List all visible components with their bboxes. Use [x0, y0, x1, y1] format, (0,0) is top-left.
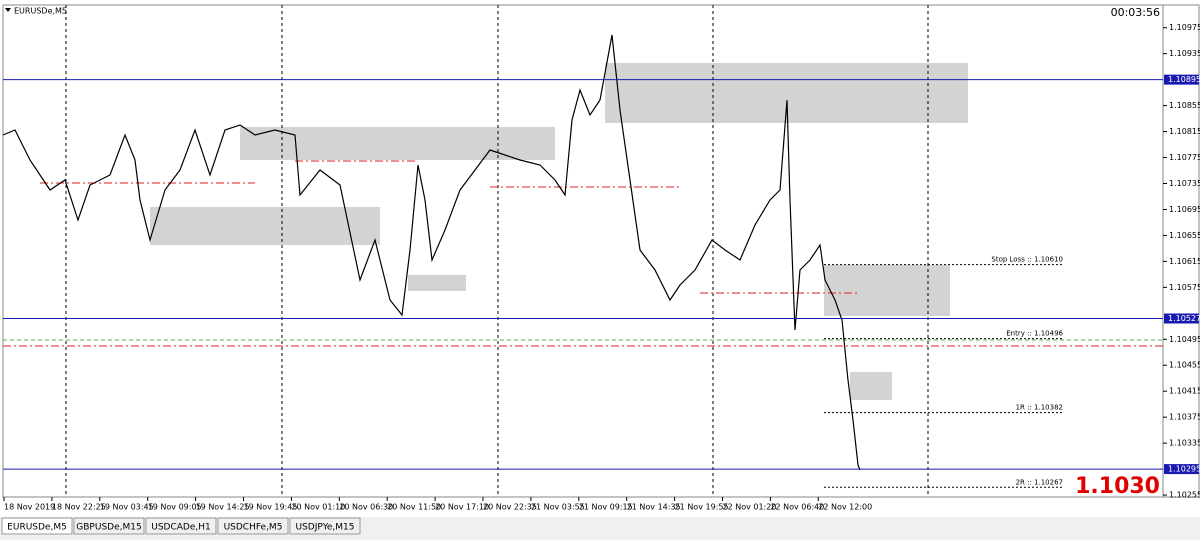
zone: [150, 207, 380, 245]
trade-level-label: 2R :: 1.10267: [1016, 478, 1063, 486]
time-label: 22 Nov 01:20: [723, 503, 777, 512]
clock: 00:03:56: [1111, 6, 1160, 19]
price-label: 1.10975: [1169, 23, 1200, 32]
time-label: 22 Nov 12:00: [818, 503, 872, 512]
tab[interactable]: [145, 517, 217, 535]
time-label: 19 Nov 19:45: [244, 503, 298, 512]
time-label: 21 Nov 19:55: [675, 503, 729, 512]
price-label: 1.10495: [1169, 335, 1200, 344]
price-tag-label: 1.10527: [1168, 314, 1200, 323]
price-tag-label: 1.10895: [1168, 75, 1200, 84]
time-label: 19 Nov 14:25: [196, 503, 250, 512]
time-label: 22 Nov 06:40: [770, 503, 824, 512]
price-label: 1.10855: [1169, 101, 1200, 110]
trade-level-label: Stop Loss :: 1.10610: [991, 256, 1063, 264]
price-label: 1.10335: [1169, 439, 1200, 448]
time-label: 20 Nov 06:30: [339, 503, 393, 512]
price-label: 1.10695: [1169, 205, 1200, 214]
zone: [408, 275, 466, 291]
day-separators: [65, 5, 929, 497]
price-tag: [1164, 313, 1199, 324]
price-label: 1.10575: [1169, 283, 1200, 292]
price-label: 1.10655: [1169, 231, 1200, 240]
time-label: 20 Nov 22:35: [483, 503, 537, 512]
price-axis: [1162, 4, 1200, 498]
tab[interactable]: [289, 517, 361, 535]
trade-level-label: 1R :: 1.10382: [1016, 404, 1063, 412]
trade-level-label: Entry :: 1.10496: [1006, 330, 1063, 338]
price-tag-label: 1.10295: [1168, 465, 1200, 474]
zone: [824, 265, 950, 316]
tab[interactable]: [73, 517, 145, 535]
chart-frame: [2, 4, 1164, 498]
price-label: 1.10815: [1169, 127, 1200, 136]
price-label: 1.10615: [1169, 257, 1200, 266]
price-label: 1.10935: [1169, 49, 1200, 58]
price-label: 1.10375: [1169, 413, 1200, 422]
price-line: [2, 34, 861, 471]
time-label: 20 Nov 01:10: [291, 503, 345, 512]
tab[interactable]: [1, 517, 73, 535]
tab-label[interactable]: USDJPYe,M15: [295, 523, 354, 533]
time-label: 18 Nov 2019: [4, 503, 55, 512]
price-label: 1.10255: [1169, 491, 1200, 500]
zone: [850, 372, 892, 400]
price-label: 1.10735: [1169, 179, 1200, 188]
zone: [240, 127, 555, 160]
time-label: 19 Nov 09:05: [148, 503, 202, 512]
menu-arrow: [5, 8, 11, 12]
window-title: EURUSDe,M5: [14, 7, 67, 16]
time-label: 21 Nov 09:15: [579, 503, 633, 512]
time-label: 21 Nov 03:55: [531, 503, 585, 512]
price-label: 1.10775: [1169, 153, 1200, 162]
tab-label[interactable]: USDCADe,H1: [151, 523, 211, 533]
time-label: 18 Nov 22:25: [52, 503, 106, 512]
big-price: 1.1030: [1075, 474, 1160, 499]
tab-label[interactable]: GBPUSDe,M15: [76, 523, 141, 533]
tab-label[interactable]: EURUSDe,M5: [7, 523, 67, 533]
price-label: 1.10415: [1169, 387, 1200, 396]
time-label: 21 Nov 14:35: [627, 503, 681, 512]
time-label: 20 Nov 17:10: [435, 503, 489, 512]
time-label: 20 Nov 11:50: [387, 503, 441, 512]
tab-label[interactable]: USDCHFe,M5: [224, 523, 283, 533]
red-levels: [3, 160, 1163, 347]
time-label: 19 Nov 03:45: [100, 503, 154, 512]
price-tag: [1164, 464, 1199, 475]
price-tag: [1164, 74, 1199, 85]
tab[interactable]: [217, 517, 289, 535]
price-label: 1.10455: [1169, 361, 1200, 370]
